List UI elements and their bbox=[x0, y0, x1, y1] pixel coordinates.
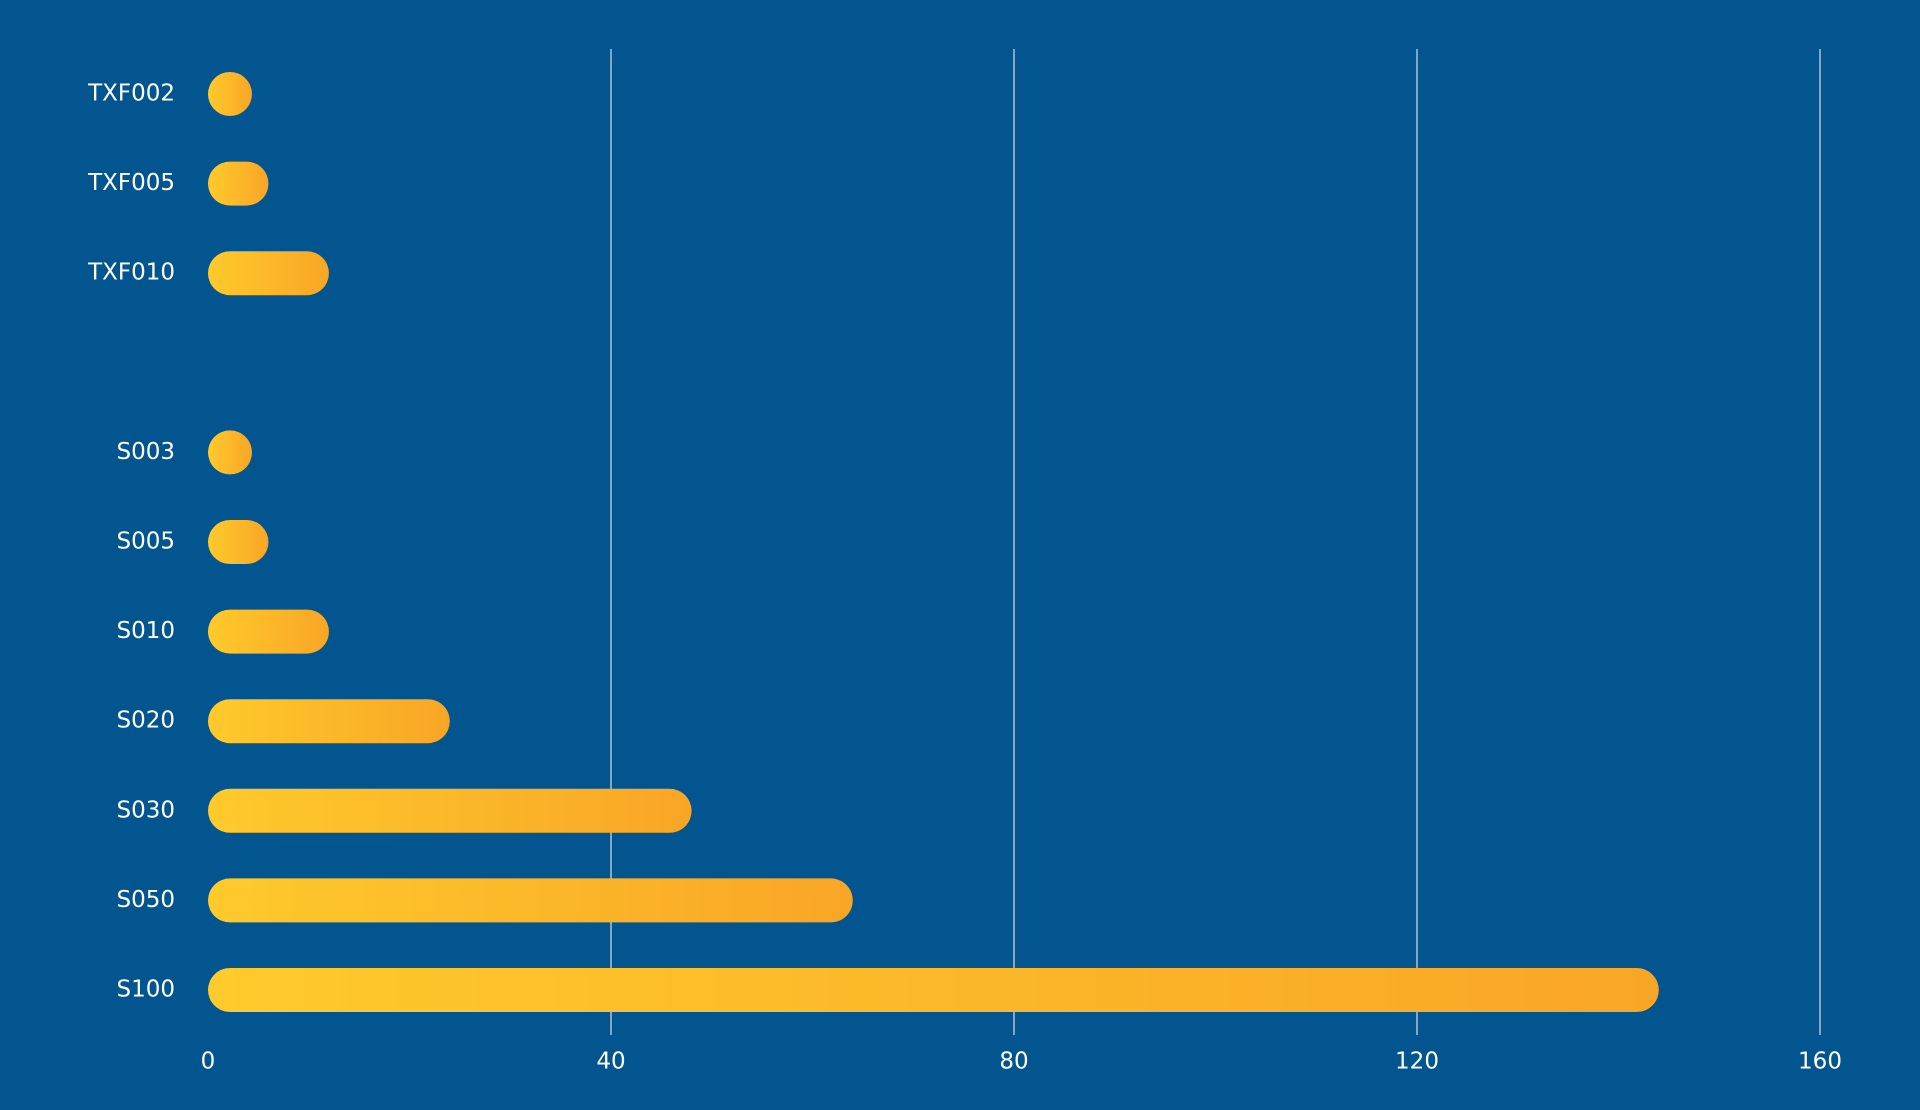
bar bbox=[208, 699, 450, 744]
y-tick-label: S005 bbox=[117, 529, 176, 555]
y-tick-label: TXF002 bbox=[87, 81, 175, 107]
x-tick-label: 160 bbox=[1798, 1049, 1842, 1075]
y-tick-label: S003 bbox=[117, 439, 176, 465]
bar bbox=[208, 968, 1659, 1012]
bar bbox=[208, 520, 269, 564]
x-tick-label: 80 bbox=[999, 1049, 1028, 1075]
y-tick-label: S020 bbox=[117, 708, 176, 734]
bar bbox=[208, 161, 269, 206]
bar bbox=[208, 430, 252, 475]
bar bbox=[208, 251, 329, 296]
y-tick-label: S030 bbox=[117, 797, 176, 823]
x-tick-label: 120 bbox=[1395, 1049, 1439, 1075]
y-tick-label: TXF010 bbox=[87, 260, 175, 286]
bar bbox=[208, 609, 329, 654]
x-tick-label: 0 bbox=[201, 1049, 216, 1075]
bar bbox=[208, 878, 853, 923]
y-tick-label: S100 bbox=[117, 977, 176, 1003]
y-tick-label: TXF005 bbox=[87, 170, 175, 196]
y-tick-label: S010 bbox=[117, 618, 176, 644]
x-tick-label: 40 bbox=[596, 1049, 625, 1075]
y-tick-label: S050 bbox=[117, 887, 176, 913]
bar bbox=[208, 788, 692, 833]
bar bbox=[208, 72, 252, 116]
